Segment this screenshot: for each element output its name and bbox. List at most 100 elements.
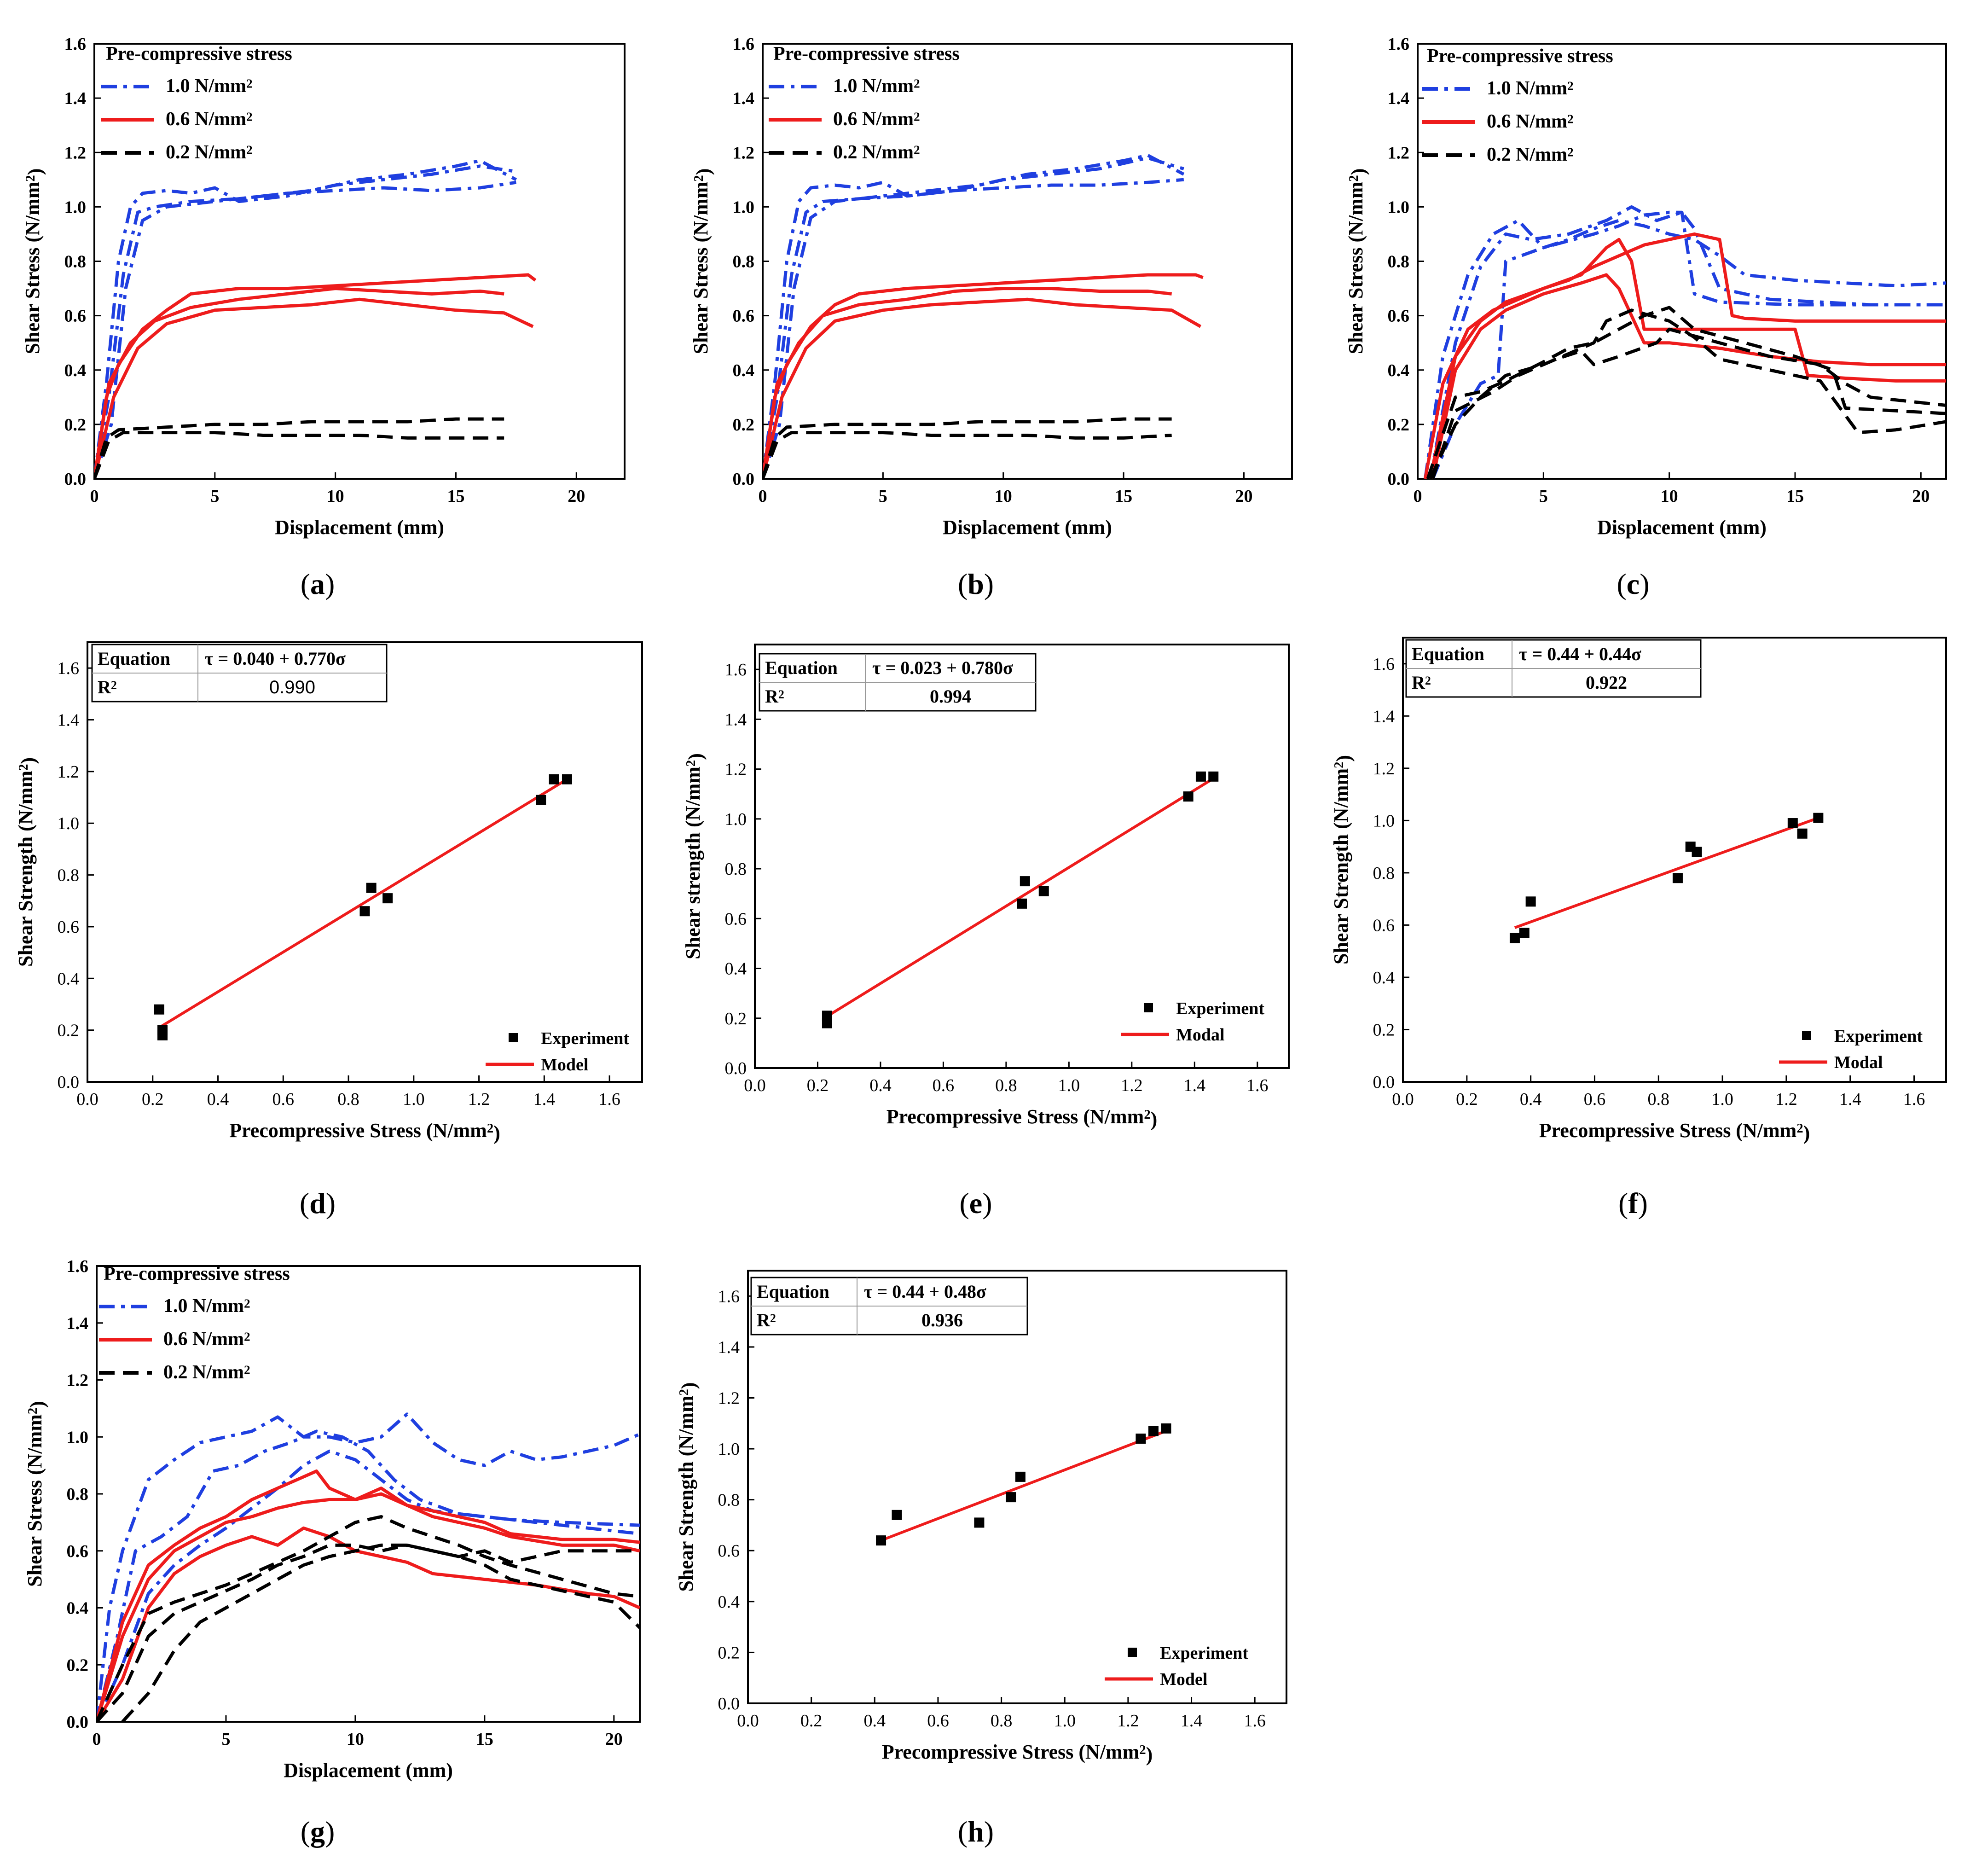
panel-caption: (a) [301,568,335,600]
data-point [1015,1471,1026,1482]
series-blue-dashdot [1428,205,1946,479]
x-tick-label: 1.6 [598,1090,620,1109]
y-tick-label: 0.8 [58,866,80,885]
series-red-solid [97,1487,640,1722]
data-point [876,1535,886,1546]
data-point [536,795,546,805]
y-axis-label: Shear Stress (N/mm2) [690,168,714,354]
x-axis-label: Displacement (mm) [1597,516,1767,539]
y-tick-label: 1.2 [725,760,747,779]
panel-d: 0.0 0.2 0.4 0.6 0.8 1.0 1.2 1.4 1.6 0.0 0.2 0.4 0.6 0… [14,641,643,1220]
y-tick-label: 0.2 [67,1655,89,1675]
legend-marker [509,1033,518,1042]
x-tick-label: 0 [1414,487,1422,506]
x-tick-label: 0 [90,487,99,506]
y-tick-label: 1.0 [1373,811,1395,831]
legend-label: 1.0 N/mm2 [1487,78,1574,99]
data-point [1136,1433,1146,1444]
x-tick-label: 0.2 [800,1711,823,1731]
y-tick-label: 0.6 [64,307,87,326]
x-axis-label: Displacement (mm) [284,1759,453,1782]
series-black-dashed [1431,327,1946,479]
y-tick-label: 0.6 [718,1541,740,1561]
series-blue-dashdot [1431,210,1946,479]
legend-label: 0.2 N/mm2 [163,1362,250,1383]
plot-frame [1417,43,1947,480]
data-point [1148,1426,1159,1436]
x-tick-label: 1.2 [1121,1076,1143,1095]
x-tick-label: 1.4 [1181,1711,1203,1731]
legend-label: Experiment [1834,1027,1923,1046]
x-tick-label: 0.0 [737,1711,759,1731]
y-tick-label: 1.6 [1388,35,1410,54]
series-red-solid [763,297,1202,479]
table-equation-label: Equation [757,1281,829,1302]
data-point [1787,818,1798,829]
series-black-dashed [1429,308,1946,479]
data-point [1813,813,1824,823]
legend-title: Pre-compressive stress [106,43,292,64]
x-tick-label: 0.2 [1456,1090,1478,1109]
y-tick-label: 1.0 [64,197,87,217]
x-tick-label: 1.4 [1184,1076,1206,1095]
y-tick-label: 0.4 [58,969,80,988]
x-tick-label: 20 [1235,487,1252,506]
x-tick-label: 0.2 [142,1090,164,1109]
plot-frame [747,1270,1287,1704]
x-tick-label: 1.2 [468,1090,490,1109]
legend-label: Modal [1176,1025,1225,1045]
data-point [1161,1423,1171,1434]
series-red-solid [763,287,1172,479]
y-tick-label: 1.0 [58,814,80,833]
y-tick-label: 0.0 [725,1059,747,1078]
data-point [359,906,370,917]
legend-title: Pre-compressive stress [104,1263,290,1284]
data-point [154,1004,164,1015]
y-tick-label: 1.0 [1388,197,1410,217]
panel-caption: (d) [300,1187,336,1220]
series-black-dashed [94,417,504,479]
legend-marker [1802,1031,1811,1040]
y-tick-label: 0.8 [725,860,747,879]
series-red-solid [1423,232,1946,479]
series-blue-dashdot [97,1429,640,1722]
series-black-dashed [97,1543,640,1722]
legend-label: 0.6 N/mm2 [833,109,920,130]
x-tick-label: 10 [327,487,344,506]
panel-c: 0 5 10 15 20 0.0 0.2 0.4 0.6 0.8 1.0 1.2 1.4 1.6 Displ… [1344,35,1947,600]
series-red-solid [97,1469,640,1722]
table-equation-label: Equation [765,657,838,678]
y-tick-label: 0.0 [67,1713,89,1732]
fit-line [823,775,1217,1020]
y-tick-label: 0.4 [718,1592,740,1612]
x-tick-label: 15 [1786,487,1804,506]
legend-label: 1.0 N/mm2 [163,1295,250,1317]
series-group [94,159,537,479]
data-point [1208,771,1219,782]
series-black-dashed [121,1543,640,1722]
y-tick-label: 0.0 [58,1073,80,1092]
y-tick-label: 1.4 [725,710,747,729]
y-tick-label: 0.6 [67,1542,89,1561]
y-tick-label: 0.8 [64,252,87,272]
table-r2-value: 0.990 [269,677,315,697]
y-tick-label: 1.2 [733,143,755,163]
series-blue-dashdot [97,1449,640,1722]
y-tick-label: 0.4 [64,361,87,380]
y-axis-label: Shear strength (N/mm2) [682,753,707,959]
table-r2-label: R2 [1412,672,1431,693]
y-tick-label: 1.4 [67,1314,89,1333]
x-tick-label: 0.8 [995,1076,1017,1095]
y-tick-label: 0.4 [1388,361,1410,380]
series-blue-dashdot [763,178,1184,479]
data-point [157,1025,168,1035]
series-black-dashed [763,417,1172,479]
series-blue-dashdot [763,153,1185,479]
legend-label: Experiment [541,1029,629,1048]
y-tick-label: 0.6 [733,307,755,326]
table-equation: τ = 0.023 + 0.780σ [872,657,1013,678]
table-equation-label: Equation [1412,644,1484,664]
y-tick-label: 1.4 [1373,707,1395,726]
x-tick-label: 0.8 [991,1711,1013,1731]
panel-caption: (c) [1617,568,1649,600]
